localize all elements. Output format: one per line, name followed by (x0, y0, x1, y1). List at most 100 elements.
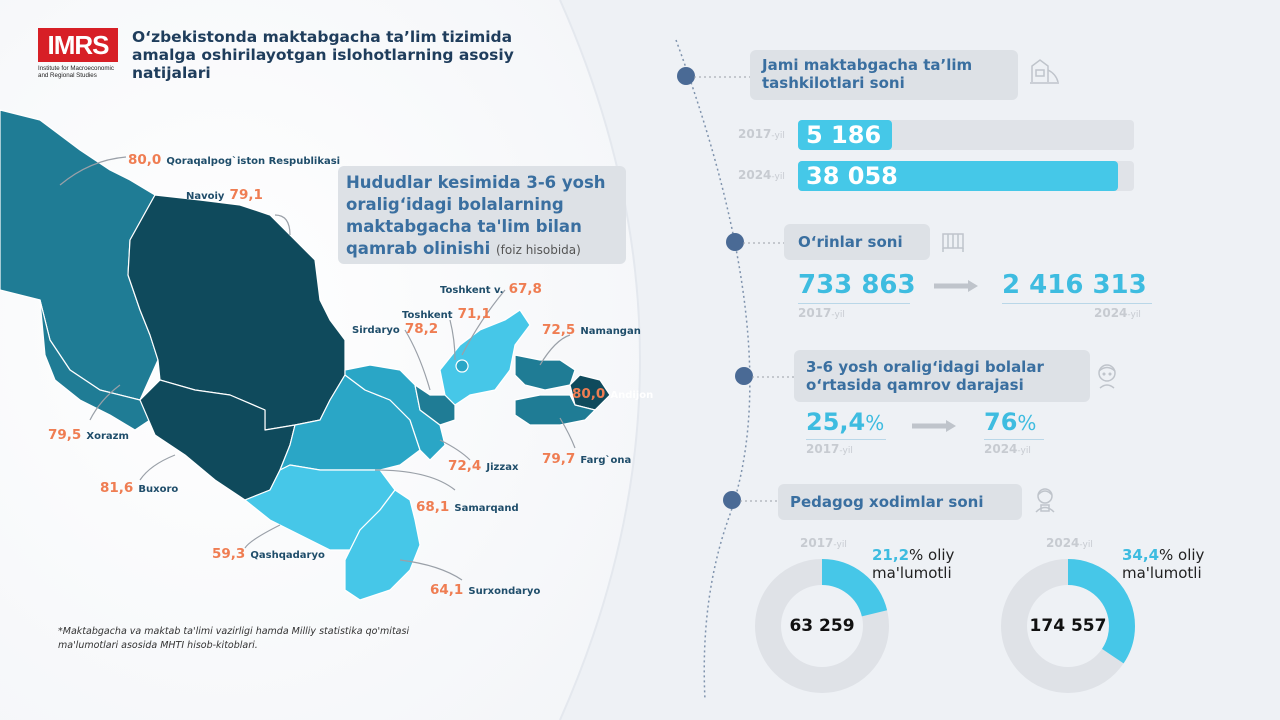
teacher-icon (1035, 488, 1055, 513)
share-value: 21,2 (872, 546, 910, 564)
region-surxondaryo (344, 489, 421, 601)
region-name: Andijon (610, 390, 654, 401)
region-value: 67,8 (508, 281, 542, 297)
logo-mark: IMRS (38, 28, 118, 62)
map-title-box (338, 166, 626, 264)
timeline-dot (723, 491, 741, 509)
coverage-year-2017: 2017-yil (806, 442, 853, 456)
staff-share-2017-line2: ma'lumotli (872, 564, 952, 582)
region-name: Toshkent v. (440, 285, 504, 296)
orgs-year-2017: 2017-yil (738, 127, 785, 141)
orgs-title: Jami maktabgacha ta’lim tashkilotlari so… (762, 56, 973, 92)
map-title-text: Hududlar kesimida 3-6 yosh oralig‘idagi … (346, 173, 606, 258)
orgs-value-2017: 5 186 (806, 121, 882, 149)
region-name: Jizzax (486, 462, 519, 473)
staff-donut-2017 (755, 559, 889, 693)
region-value: 80,0 (572, 386, 606, 402)
region-xorazm (39, 299, 151, 431)
region-name: Namangan (580, 326, 641, 337)
timeline-dot (677, 67, 695, 85)
region-name: Xorazm (86, 431, 129, 442)
year: 2024 (738, 168, 772, 182)
label-xorazm: 79,5 Xorazm (48, 424, 129, 443)
orgs-value-2024: 38 058 (806, 162, 898, 190)
region-name: Surxondaryo (468, 586, 541, 597)
year-suffix: -yil (1079, 540, 1093, 550)
places-year-2017: 2017-yil (798, 306, 845, 320)
region-name: Samarqand (454, 503, 519, 514)
staff-title-box (778, 484, 1022, 520)
label-sirdaryo: Sirdaryo 78,2 (352, 318, 438, 337)
region-toshkent-v (455, 359, 469, 373)
region-value: 68,1 (416, 499, 450, 515)
underline (1002, 303, 1152, 304)
region-name: Qoraqalpog`iston Respublikasi (166, 156, 341, 167)
staff-total-2017: 63 259 (789, 616, 855, 636)
year: 2024 (1094, 306, 1128, 320)
connector (752, 376, 802, 378)
arrow-right-icon (912, 420, 956, 432)
page-title: O‘zbekistonda maktabgacha ta’lim tizimid… (132, 28, 514, 82)
region-value: 80,0 (128, 152, 162, 168)
donut-share (755, 559, 889, 693)
places-title-box (784, 224, 930, 260)
region-fargona (514, 394, 596, 426)
orgs-bar-2024 (798, 161, 1118, 191)
label-buxoro: 81,6 Buxoro (100, 477, 178, 496)
map-title: Hududlar kesimida 3-6 yosh oralig‘idagi … (346, 172, 626, 261)
region-value: 79,7 (542, 451, 576, 467)
year: 2017 (800, 536, 834, 550)
places-value-2024: 2 416 313 (1002, 270, 1147, 300)
share-label: % oliy (1159, 546, 1205, 564)
staff-share-2024-line2: ma'lumotli (1122, 564, 1202, 582)
year: 2024 (984, 442, 1018, 456)
region-jizzax (344, 364, 446, 461)
logo: IMRS Institute for Macroeconomic and Reg… (38, 28, 118, 84)
region-value: 59,3 (212, 546, 246, 562)
label-navoiy: Navoiy 79,1 (186, 184, 263, 203)
region-name: Toshkent (402, 310, 453, 321)
year-suffix: -yil (771, 131, 785, 141)
region-value: 72,4 (448, 458, 482, 474)
value: 76 (984, 408, 1018, 436)
year-suffix: -yil (831, 310, 845, 320)
coverage-value-2024: 76% (984, 408, 1036, 436)
staff-title: Pedagog xodimlar soni (790, 493, 984, 511)
label-samarqand: 68,1 Samarqand (416, 496, 519, 515)
year-suffix: -yil (771, 172, 785, 182)
region-value: 71,1 (457, 306, 491, 322)
staff-year-2017: 2017-yil (800, 536, 847, 550)
label-toshkent-v: Toshkent v. 67,8 (440, 278, 542, 297)
map-unit: (foiz hisobida) (496, 243, 581, 257)
footnote: *Maktabgacha va maktab ta'limi vazirligi… (58, 626, 410, 651)
label-surxondaryo: 64,1 Surxondaryo (430, 579, 540, 598)
value: 25,4 (806, 408, 866, 436)
percent-sign: % (1017, 411, 1037, 435)
year-suffix: -yil (839, 446, 853, 456)
underline (798, 303, 910, 304)
year-suffix: -yil (833, 540, 847, 550)
region-value: 81,6 (100, 480, 134, 496)
staff-share-2017: 21,2% oliy (872, 546, 954, 564)
coverage-title: 3-6 yosh oralig‘idagi bolalar o‘rtasida … (806, 358, 1044, 394)
timeline-dot (726, 233, 744, 251)
timeline-dot (735, 367, 753, 385)
coverage-year-2024: 2024-yil (984, 442, 1031, 456)
year: 2017 (738, 127, 772, 141)
label-fargona: 79,7 Farg`ona (542, 448, 631, 467)
year: 2017 (798, 306, 832, 320)
connector (740, 500, 784, 502)
region-name: Qashqadaryo (250, 550, 325, 561)
underline (984, 439, 1044, 440)
logo-subtitle: Institute for Macroeconomic and Regional… (38, 65, 114, 79)
label-namangan: 72,5 Namangan (542, 319, 641, 338)
underline (806, 439, 886, 440)
uzbekistan-map (0, 109, 611, 601)
percent-sign: % (865, 411, 885, 435)
places-value-2017: 733 863 (798, 270, 916, 300)
crib-icon (942, 233, 964, 252)
places-title: O‘rinlar soni (798, 233, 903, 251)
region-toshkent (439, 309, 531, 406)
region-value: 79,5 (48, 427, 82, 443)
label-qashqadaryo: 59,3 Qashqadaryo (212, 543, 325, 562)
